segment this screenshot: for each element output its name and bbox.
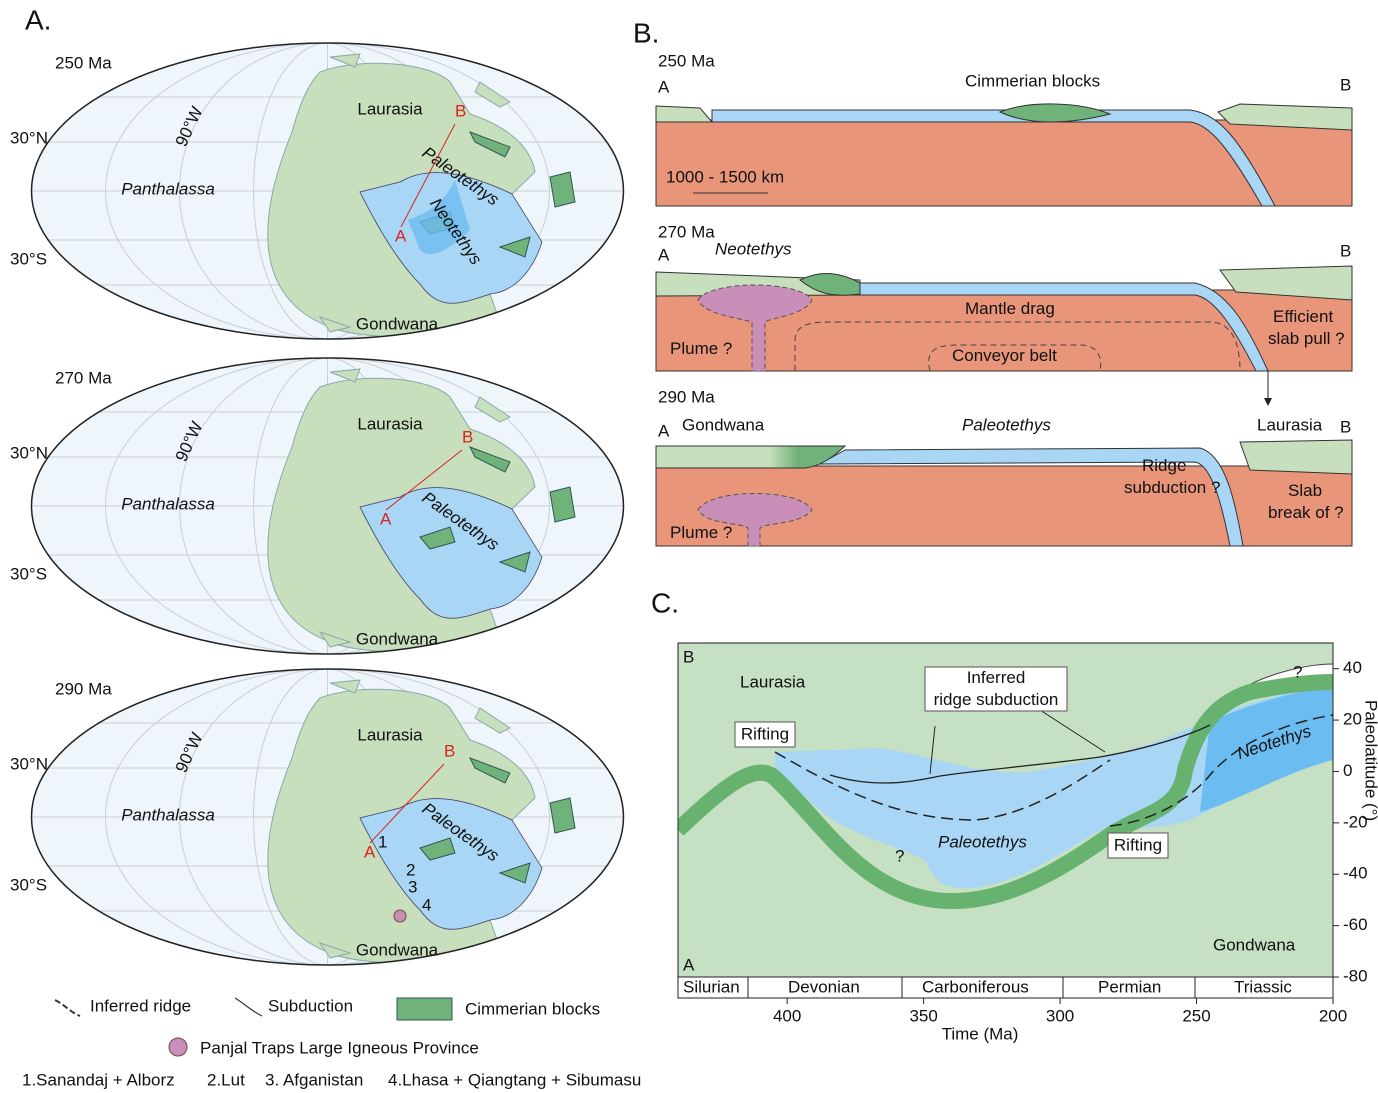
callout: Rifting (1114, 835, 1162, 854)
block-number: 4 (422, 895, 431, 914)
latitude: 30°N (10, 443, 48, 462)
block-number: 3 (408, 877, 417, 896)
panel-label: B. (633, 17, 659, 48)
period: Permian (1098, 977, 1161, 996)
unknown: ? (1293, 662, 1302, 681)
y-tick-label: -60 (1343, 915, 1368, 934)
ocean: Panthalassa (121, 805, 215, 824)
y-tick-label: 20 (1343, 710, 1362, 729)
age: 290 Ma (55, 679, 112, 698)
right: Laurasia (1257, 415, 1323, 434)
latitude: 30°N (10, 754, 48, 773)
end: B (1340, 241, 1351, 260)
period: Carboniferous (922, 977, 1029, 996)
legend-label: Panjal Traps Large Igneous Province (200, 1038, 479, 1057)
legend-label: Cimmerian blocks (465, 999, 600, 1018)
subduction-icon (235, 998, 262, 1016)
cimmerian-icon (397, 998, 452, 1020)
legend-label: Inferred ridge (90, 996, 191, 1015)
section-250: 250 Ma A B Cimmerian blocks 1000 - 1500 … (656, 51, 1352, 206)
label: Conveyor belt (952, 346, 1057, 365)
y-tick-label: -40 (1343, 864, 1368, 883)
section-end: B (462, 427, 473, 446)
period: Triassic (1234, 977, 1292, 996)
globe (30, 42, 625, 340)
continent: Gondwana (356, 629, 439, 648)
footnote: 2.Lut (207, 1070, 245, 1089)
callout: Rifting (741, 724, 789, 743)
globe (30, 357, 625, 655)
legend-label: Subduction (268, 996, 353, 1015)
y-tick-label: 40 (1343, 658, 1362, 677)
end: B (683, 647, 694, 666)
panjal-icon (169, 1038, 187, 1056)
age: 250 Ma (658, 51, 715, 70)
ocean: Neotethys (715, 239, 792, 258)
continent: Laurasia (357, 414, 423, 433)
section-end: B (455, 101, 466, 120)
age: 250 Ma (55, 53, 112, 72)
figure: A. 250 Ma90°W30°N30°SPanthalassaLaurasia… (0, 0, 1378, 1093)
continent: Gondwana (356, 314, 439, 333)
globe (30, 668, 625, 966)
age: 270 Ma (55, 368, 112, 387)
y-tick-label: -80 (1343, 966, 1368, 985)
x-axis-title: Time (Ma) (942, 1024, 1019, 1043)
ocean: Paleotethys (962, 415, 1051, 434)
age: 290 Ma (658, 387, 715, 406)
left: Gondwana (682, 415, 765, 434)
panel-label: C. (651, 587, 679, 618)
footnote: 4.Lhasa + Qiangtang + Sibumasu (388, 1070, 641, 1089)
x-tick-label: 250 (1182, 1006, 1210, 1025)
footnote: 3. Afganistan (265, 1070, 363, 1089)
section-end: B (444, 741, 455, 760)
section-270: 270 Ma A B Neotethys Mantle drag Plume ?… (656, 222, 1352, 406)
x-tick-label: 300 (1046, 1006, 1074, 1025)
latitude: 30°S (10, 875, 47, 894)
label: Gondwana (1213, 935, 1296, 954)
continent: Laurasia (357, 99, 423, 118)
section-end: A (364, 842, 376, 861)
continent: Laurasia (357, 725, 423, 744)
section-end: A (395, 226, 407, 245)
legend: Inferred ridge Subduction Cimmerian bloc… (22, 996, 641, 1089)
end: A (658, 77, 670, 96)
ocean: Paleotethys (938, 832, 1027, 851)
ocean: Panthalassa (121, 494, 215, 513)
x-tick-label: 400 (773, 1006, 801, 1025)
end: B (1340, 417, 1351, 436)
panel-label: A. (25, 4, 51, 35)
x-tick-label: 200 (1319, 1006, 1347, 1025)
y-tick-label: 0 (1343, 761, 1352, 780)
unknown: ? (895, 846, 904, 865)
label: Cimmerian blocks (965, 71, 1100, 90)
panjal-traps (394, 910, 406, 922)
label: Plume ? (670, 523, 732, 542)
period: Devonian (788, 977, 860, 996)
end: A (658, 245, 670, 264)
section-290: 290 Ma A B Gondwana Paleotethys Laurasia… (656, 387, 1352, 546)
latitude: 30°N (10, 128, 48, 147)
label: Laurasia (740, 672, 806, 691)
latitude: 30°S (10, 249, 47, 268)
footnote: 1.Sanandaj + Alborz (22, 1070, 175, 1089)
age: 270 Ma (658, 222, 715, 241)
end: B (1340, 75, 1351, 94)
ocean: Panthalassa (121, 179, 215, 198)
period: Silurian (683, 977, 740, 996)
label: Mantle drag (965, 299, 1055, 318)
x-tick-label: 350 (909, 1006, 937, 1025)
scale: 1000 - 1500 km (666, 167, 784, 186)
end: A (658, 421, 670, 440)
y-axis-title: Paleolatitude (°) (1362, 700, 1378, 821)
page: { "panel_a": { "label": "A.", "globes": … (0, 0, 1378, 1093)
section-end: A (380, 509, 392, 528)
latitude: 30°S (10, 564, 47, 583)
label: Plume ? (670, 339, 732, 358)
y-tick-label: -20 (1343, 812, 1368, 831)
continent: Gondwana (356, 940, 439, 959)
block-number: 1 (378, 832, 387, 851)
ridge-icon (55, 1000, 80, 1016)
end: A (683, 955, 695, 974)
